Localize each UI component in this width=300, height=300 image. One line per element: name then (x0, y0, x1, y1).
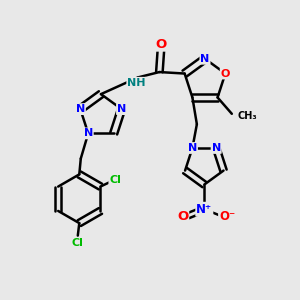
Text: O: O (177, 210, 188, 223)
Text: O⁻: O⁻ (219, 210, 235, 223)
Text: NH: NH (127, 78, 146, 88)
Text: N: N (212, 143, 221, 153)
Text: CH₃: CH₃ (237, 111, 257, 121)
Text: N: N (76, 104, 85, 114)
Text: O: O (221, 68, 230, 79)
Text: N: N (84, 128, 93, 138)
Text: Cl: Cl (109, 175, 121, 185)
Text: N: N (200, 54, 210, 64)
Text: N: N (188, 143, 197, 153)
Text: N⁺: N⁺ (196, 203, 212, 216)
Text: N: N (117, 104, 126, 114)
Text: O: O (155, 38, 166, 51)
Text: Cl: Cl (72, 238, 84, 248)
